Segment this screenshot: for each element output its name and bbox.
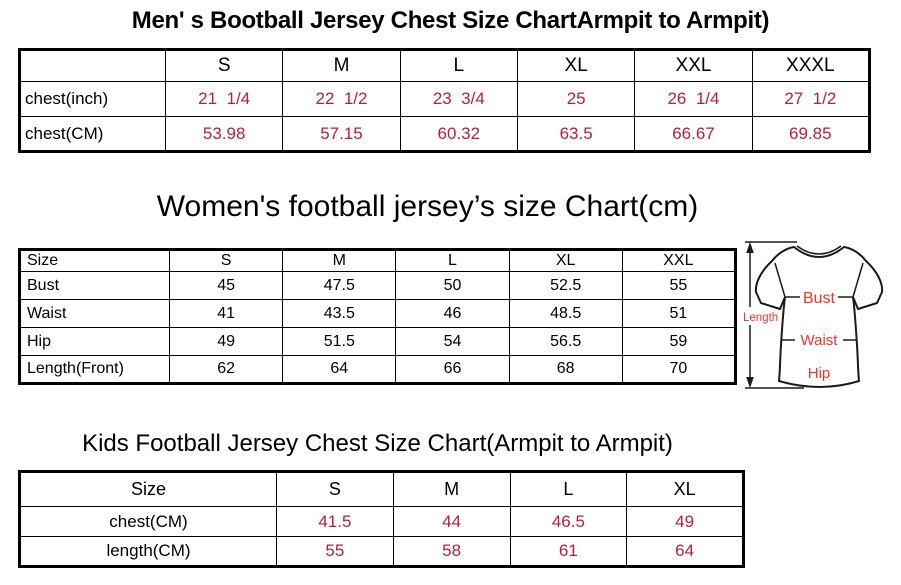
size-value: 64 [282, 355, 397, 384]
size-value: 70 [621, 355, 737, 384]
size-value: 55 [621, 271, 737, 300]
women-size-table: Size S M L XL XXL Bust 45 47.5 50 52.5 55 Waist 41 43.… [18, 248, 737, 385]
women-column-header-2: M [282, 249, 397, 272]
row-label: chest(CM) [19, 116, 166, 152]
right-sleeve-seam [852, 262, 864, 298]
table-row: Bust 45 47.5 50 52.5 55 [19, 271, 737, 300]
men-column-header-2: M [282, 49, 401, 82]
size-value: 53.98 [164, 116, 284, 152]
kids-column-header-2: M [392, 471, 511, 507]
size-value: 51.5 [282, 327, 397, 356]
women-column-header-4: XL [508, 249, 623, 272]
kids-column-header-0: Size [19, 471, 277, 507]
table-row: chest(CM) 41.5 44 46.5 49 [19, 506, 744, 537]
size-value: 69.85 [751, 116, 871, 152]
left-sleeve-seam [774, 262, 786, 298]
row-label: chest(inch) [19, 81, 166, 117]
women-column-header-1: S [168, 249, 284, 272]
men-column-header-5: XXL [634, 49, 753, 82]
kids-chart-title: Kids Football Jersey Chest Size Chart(Ar… [82, 430, 673, 457]
size-value: 66.67 [634, 116, 753, 152]
header-row: S M L XL XXL XXXL [19, 49, 871, 82]
size-value: 63.5 [516, 116, 636, 152]
row-label: length(CM) [19, 536, 277, 567]
men-column-header-3: L [399, 49, 518, 82]
size-value: 25 [516, 81, 636, 117]
table-row: Length(Front) 62 64 66 68 70 [19, 355, 737, 384]
kids-size-table: Size S M L XL chest(CM) 41.5 44 46.5 49 length(CM)… [18, 470, 745, 568]
kids-column-header-1: S [276, 471, 394, 507]
size-value: 66 [395, 355, 510, 384]
size-value: 47.5 [282, 271, 397, 300]
length-arrow-head-bottom [746, 377, 754, 388]
waist-label: Waist [801, 332, 839, 349]
hip-label: Hip [808, 365, 831, 382]
tshirt-outline [754, 246, 884, 388]
size-value: 61 [509, 536, 628, 567]
men-column-header-0 [19, 49, 166, 82]
size-value: 56.5 [508, 327, 623, 356]
size-value: 54 [395, 327, 510, 356]
size-value: 23 3/4 [399, 81, 518, 117]
length-label: Length [743, 312, 778, 324]
collar-inner-line [796, 245, 842, 255]
men-column-header-1: S [164, 49, 284, 82]
table-row: length(CM) 55 58 61 64 [19, 536, 744, 567]
size-value: 49 [626, 506, 744, 537]
row-label: Length(Front) [19, 355, 170, 384]
size-value: 27 1/2 [751, 81, 871, 117]
women-column-header-3: L [395, 249, 510, 272]
length-arrow-head-top [746, 242, 754, 253]
size-value: 46 [395, 299, 510, 328]
size-value: 46.5 [509, 506, 628, 537]
size-value: 45 [168, 271, 284, 300]
size-value: 58 [392, 536, 511, 567]
size-value: 48.5 [508, 299, 623, 328]
size-value: 62 [168, 355, 284, 384]
header-row: Size S M L XL XXL [19, 249, 737, 272]
row-label: Bust [19, 271, 170, 300]
size-value: 21 1/4 [164, 81, 284, 117]
tshirt-measurement-diagram: Length Bust Waist Hip [743, 241, 884, 389]
size-value: 60.32 [399, 116, 518, 152]
row-label: chest(CM) [19, 506, 277, 537]
size-value: 51 [621, 299, 737, 328]
size-value: 64 [626, 536, 744, 567]
women-column-header-0: Size [19, 249, 170, 272]
table-row: chest(inch) 21 1/4 22 1/2 23 3/4 25 26 1/4 27 … [19, 81, 871, 117]
size-value: 55 [276, 536, 394, 567]
women-column-header-5: XXL [621, 249, 737, 272]
size-value: 50 [395, 271, 510, 300]
men-chart-title: Men' s Bootball Jersey Chest Size ChartA… [131, 7, 770, 34]
kids-column-header-3: L [509, 471, 628, 507]
men-size-table: S M L XL XXL XXXL chest(inch) 21 1/4 22 1/2 23 3/… [18, 48, 871, 153]
size-value: 57.15 [282, 116, 401, 152]
size-value: 52.5 [508, 271, 623, 300]
table-row: Waist 41 43.5 46 48.5 51 [19, 299, 737, 328]
women-chart-title: Women's football jersey’s size Chart(cm) [156, 190, 699, 223]
size-value: 41 [168, 299, 284, 328]
header-row: Size S M L XL [19, 471, 744, 507]
men-column-header-4: XL [516, 49, 636, 82]
size-value: 22 1/2 [282, 81, 401, 117]
kids-column-header-4: XL [626, 471, 744, 507]
row-label: Waist [19, 299, 170, 328]
size-value: 49 [168, 327, 284, 356]
size-value: 43.5 [282, 299, 397, 328]
table-row: chest(CM) 53.98 57.15 60.32 63.5 66.67 69.85 [19, 116, 871, 152]
size-value: 41.5 [276, 506, 394, 537]
row-label: Hip [19, 327, 170, 356]
size-value: 59 [621, 327, 737, 356]
bust-label: Bust [803, 290, 836, 307]
table-row: Hip 49 51.5 54 56.5 59 [19, 327, 737, 356]
size-value: 26 1/4 [634, 81, 753, 117]
men-column-header-6: XXXL [751, 49, 871, 82]
size-value: 68 [508, 355, 623, 384]
size-value: 44 [392, 506, 511, 537]
